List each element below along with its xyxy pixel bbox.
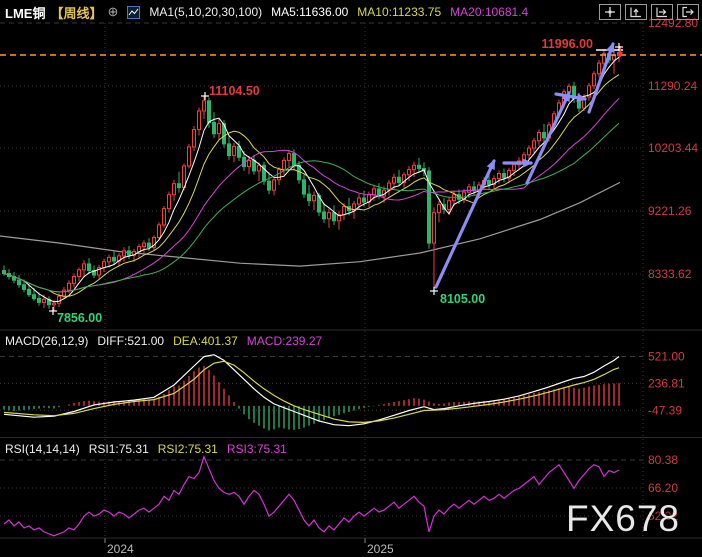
scroll-right-button[interactable]	[651, 4, 673, 20]
svg-text:236.81: 236.81	[648, 376, 685, 390]
chart-toolbar	[599, 4, 699, 20]
svg-text:9221.26: 9221.26	[648, 204, 692, 218]
ma20-value: MA20:10681.4	[450, 5, 529, 19]
svg-text:11996.00: 11996.00	[542, 37, 593, 51]
auto-scale-y-icon	[630, 7, 641, 18]
watermark: FX678	[566, 498, 681, 539]
svg-text:66.20: 66.20	[648, 481, 678, 495]
macd-settings-label: MACD(26,12,9)	[5, 334, 89, 348]
svg-text:521.00: 521.00	[648, 350, 685, 364]
ma5-value: MA5:11636.00	[271, 5, 349, 19]
rsi-settings-label: RSI(14,14,14)	[5, 442, 80, 456]
detach-chart-icon	[682, 6, 694, 18]
pan-crosshair-button[interactable]	[599, 4, 621, 20]
macd-header: MACD(26,12,9) DIFF:521.00 DEA:401.37 MAC…	[5, 334, 322, 348]
macd-diff-value: DIFF:521.00	[97, 334, 165, 348]
svg-text:2024: 2024	[107, 542, 134, 556]
svg-text:8105.00: 8105.00	[440, 292, 485, 306]
rsi1-value: RSI1:75.31	[88, 442, 149, 456]
rsi-header: RSI(14,14,14) RSI1:75.31 RSI2:75.31 RSI3…	[5, 442, 287, 456]
svg-text:8333.62: 8333.62	[648, 267, 692, 281]
macd-macd-value: MACD:239.27	[246, 334, 323, 348]
svg-text:7856.00: 7856.00	[57, 311, 102, 325]
pan-crosshair-icon	[605, 7, 615, 17]
svg-text:11104.50: 11104.50	[209, 84, 260, 98]
ma10-value: MA10:11233.75	[357, 5, 442, 19]
expand-icon[interactable]: ⊕	[107, 4, 119, 19]
period-label: 【周线】	[50, 5, 103, 21]
svg-text:2025: 2025	[367, 542, 394, 556]
svg-text:52.02: 52.02	[648, 509, 678, 523]
svg-text:10203.44: 10203.44	[648, 141, 698, 155]
svg-text:-47.39: -47.39	[648, 403, 682, 417]
scroll-right-icon	[656, 7, 667, 18]
ma-settings-label: MA1(5,10,20,30,100)	[149, 5, 263, 19]
indicator-chart-icon[interactable]	[127, 5, 141, 19]
svg-text:80.38: 80.38	[648, 453, 678, 467]
auto-scale-y-button[interactable]	[625, 4, 647, 20]
chart-header: LME铜 【周线】 ⊕ MA1(5,10,20,30,100) MA5:1163…	[0, 0, 702, 24]
macd-dea-value: DEA:401.37	[173, 334, 238, 348]
symbol-title: LME铜	[5, 5, 46, 21]
rsi2-value: RSI2:75.31	[157, 442, 218, 456]
rsi3-value: RSI3:75.31	[226, 442, 287, 456]
detach-chart-button[interactable]	[677, 4, 699, 20]
svg-text:11290.24: 11290.24	[648, 79, 697, 93]
